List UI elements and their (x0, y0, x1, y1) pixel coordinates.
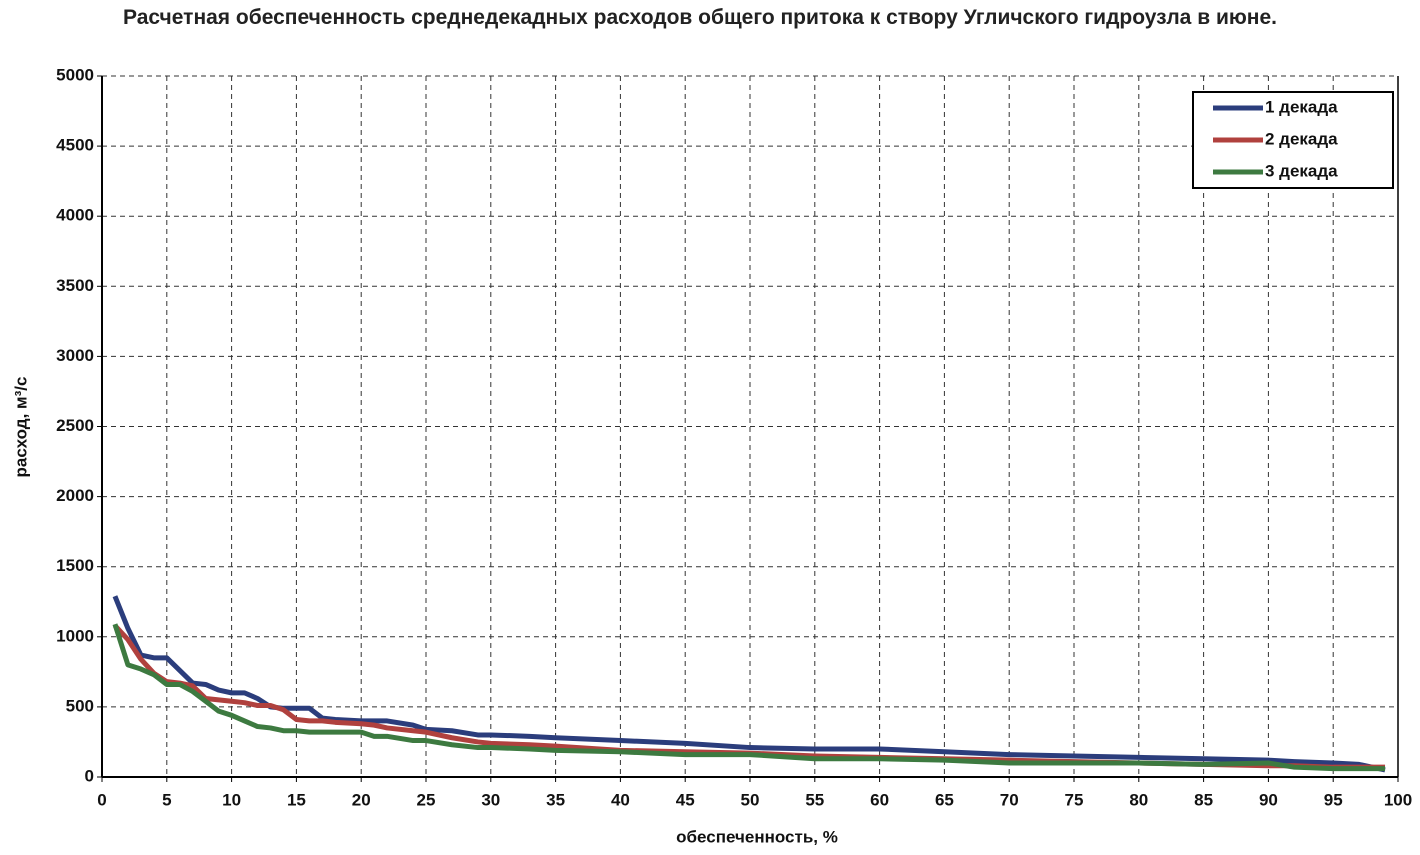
x-tick-label: 100 (1384, 790, 1412, 809)
series-line (112, 595, 1386, 773)
y-tick-label: 2500 (56, 416, 94, 435)
x-tick-label: 15 (287, 790, 306, 809)
x-tick-label: 95 (1324, 790, 1343, 809)
x-tick-label: 70 (1000, 790, 1019, 809)
series-line (112, 623, 1386, 772)
y-tick-label: 0 (85, 766, 94, 785)
y-tick-label: 1500 (56, 556, 94, 575)
x-tick-label: 5 (162, 790, 171, 809)
y-tick-label: 3500 (56, 276, 94, 295)
x-tick-label: 35 (546, 790, 565, 809)
x-tick-label: 40 (611, 790, 630, 809)
x-tick-label: 25 (417, 790, 436, 809)
x-tick-label: 60 (870, 790, 889, 809)
x-tick-label: 90 (1259, 790, 1278, 809)
y-tick-label: 4000 (56, 206, 94, 225)
x-tick-label: 55 (805, 790, 824, 809)
legend-label: 2 декада (1265, 129, 1338, 148)
x-axis-label: обеспеченность, % (676, 827, 838, 846)
x-tick-label: 65 (935, 790, 954, 809)
y-axis-label: расход, м³/с (11, 377, 30, 478)
x-tick-label: 50 (741, 790, 760, 809)
x-tick-label: 80 (1129, 790, 1148, 809)
y-tick-label: 1000 (56, 626, 94, 645)
x-tick-label: 45 (676, 790, 695, 809)
y-tick-label: 500 (66, 696, 94, 715)
y-tick-label: 4500 (56, 136, 94, 155)
legend-label: 1 декада (1265, 97, 1338, 116)
x-tick-label: 0 (97, 790, 106, 809)
chart-title: Расчетная обеспеченность среднедекадных … (123, 6, 1277, 29)
legend: 1 декада 2 декада 3 декада (1192, 91, 1394, 189)
y-tick-label: 2000 (56, 486, 94, 505)
y-tick-label: 3000 (56, 346, 94, 365)
x-tick-label: 75 (1065, 790, 1084, 809)
x-tick-label: 30 (481, 790, 500, 809)
x-tick-label: 20 (352, 790, 371, 809)
x-tick-label: 10 (222, 790, 241, 809)
legend-label: 3 декада (1265, 161, 1338, 180)
y-tick-label: 5000 (56, 65, 94, 84)
x-tick-label: 85 (1194, 790, 1213, 809)
